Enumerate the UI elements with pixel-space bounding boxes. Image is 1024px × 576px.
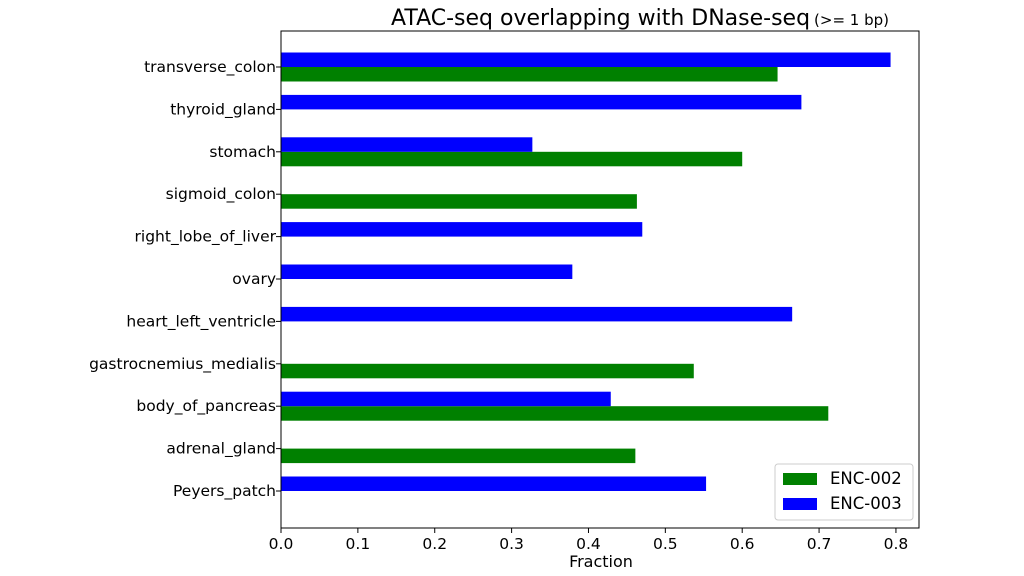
y-tick-label: thyroid_gland [170, 100, 276, 119]
bar-enc-002-gastrocnemius-medialis [281, 363, 694, 379]
x-tick-label: 0.0 [269, 535, 294, 553]
y-tick-label: Peyers_patch [173, 482, 276, 501]
y-tick-label: transverse_colon [144, 58, 276, 77]
bar-enc-002-stomach [281, 151, 743, 167]
chart-title-main: ATAC-seq overlapping with DNase-seq [391, 6, 811, 31]
legend-label-enc-003: ENC-003 [830, 494, 902, 513]
bars-group [281, 52, 891, 491]
bar-enc-003-heart-left-ventricle [281, 306, 793, 322]
y-tick-label: stomach [209, 143, 276, 161]
y-tick-label: gastrocnemius_medialis [89, 355, 276, 374]
x-axis-ticks: 0.0 0.1 0.2 0.3 0.4 0.5 0.6 0.7 0.8 [269, 528, 909, 553]
legend-swatch-enc-002 [783, 473, 817, 485]
x-tick-label: 0.4 [576, 535, 601, 553]
bar-enc-002-sigmoid-colon [281, 194, 637, 209]
chart-title: ATAC-seq overlapping with DNase-seq (>= 1… [391, 6, 889, 31]
x-tick-label: 0.5 [653, 535, 678, 553]
x-tick-label: 0.7 [807, 535, 832, 553]
bar-enc-003-right-lobe-of-liver [281, 222, 643, 237]
y-tick-label: heart_left_ventricle [126, 312, 276, 331]
y-tick-label: body_of_pancreas [136, 397, 276, 416]
x-axis-label: Fraction [569, 552, 633, 571]
bar-enc-002-body-of-pancreas [281, 406, 829, 421]
legend-label-enc-002: ENC-002 [830, 469, 902, 488]
bar-enc-003-peyers-patch [281, 476, 707, 491]
chart-title-subtitle: (>= 1 bp) [814, 11, 889, 29]
legend-swatch-enc-003 [783, 498, 817, 510]
bar-enc-003-stomach [281, 137, 533, 152]
bar-enc-002-transverse-colon [281, 67, 778, 82]
bar-enc-003-body-of-pancreas [281, 391, 611, 407]
y-tick-label: right_lobe_of_liver [135, 228, 277, 247]
y-tick-label: ovary [232, 270, 276, 288]
bar-enc-003-ovary [281, 264, 573, 279]
x-tick-label: 0.2 [422, 535, 447, 553]
x-tick-label: 0.1 [346, 535, 371, 553]
bar-enc-002-adrenal-gland [281, 448, 636, 464]
bar-enc-003-transverse-colon [281, 52, 891, 67]
x-tick-label: 0.3 [499, 535, 524, 553]
y-tick-label: adrenal_gland [166, 440, 276, 459]
x-tick-label: 0.6 [730, 535, 755, 553]
y-tick-label: sigmoid_colon [166, 185, 276, 204]
bar-enc-003-thyroid-gland [281, 94, 802, 110]
x-tick-label: 0.8 [884, 535, 909, 553]
legend: ENC-002 ENC-003 [774, 463, 914, 521]
